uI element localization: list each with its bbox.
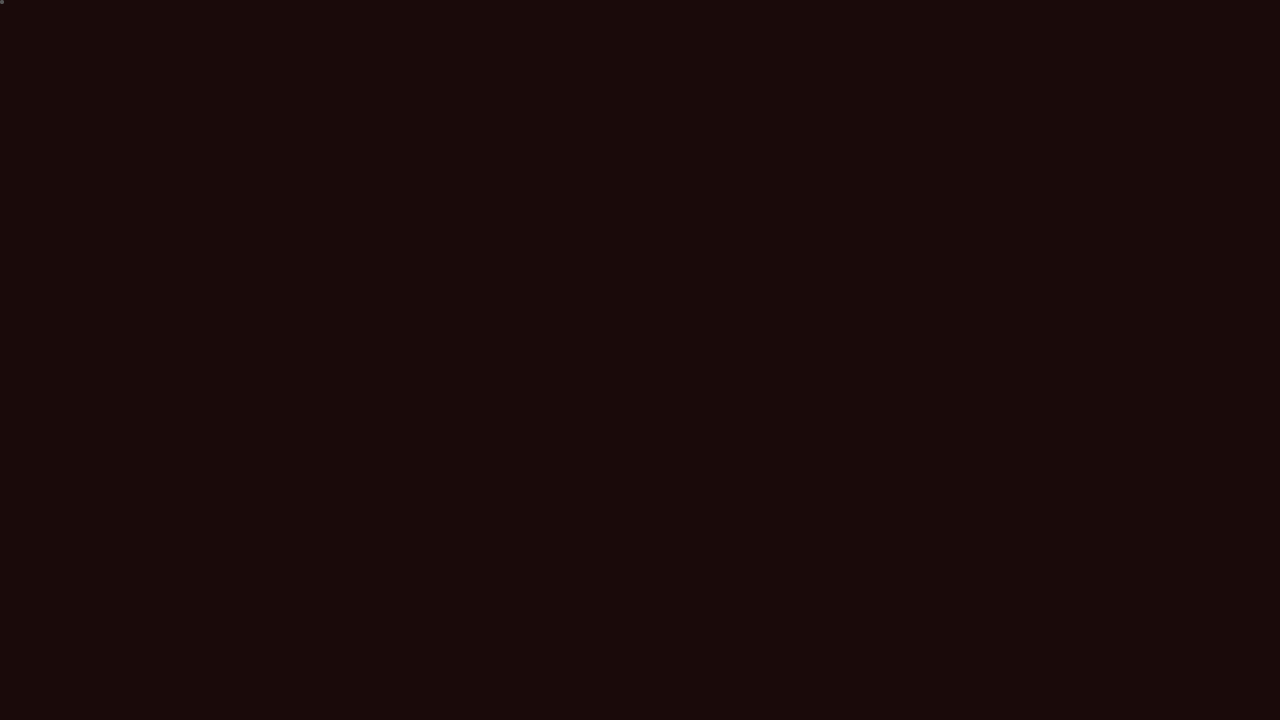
background-arcs xyxy=(0,0,1280,720)
tablet-frame xyxy=(0,0,4,4)
